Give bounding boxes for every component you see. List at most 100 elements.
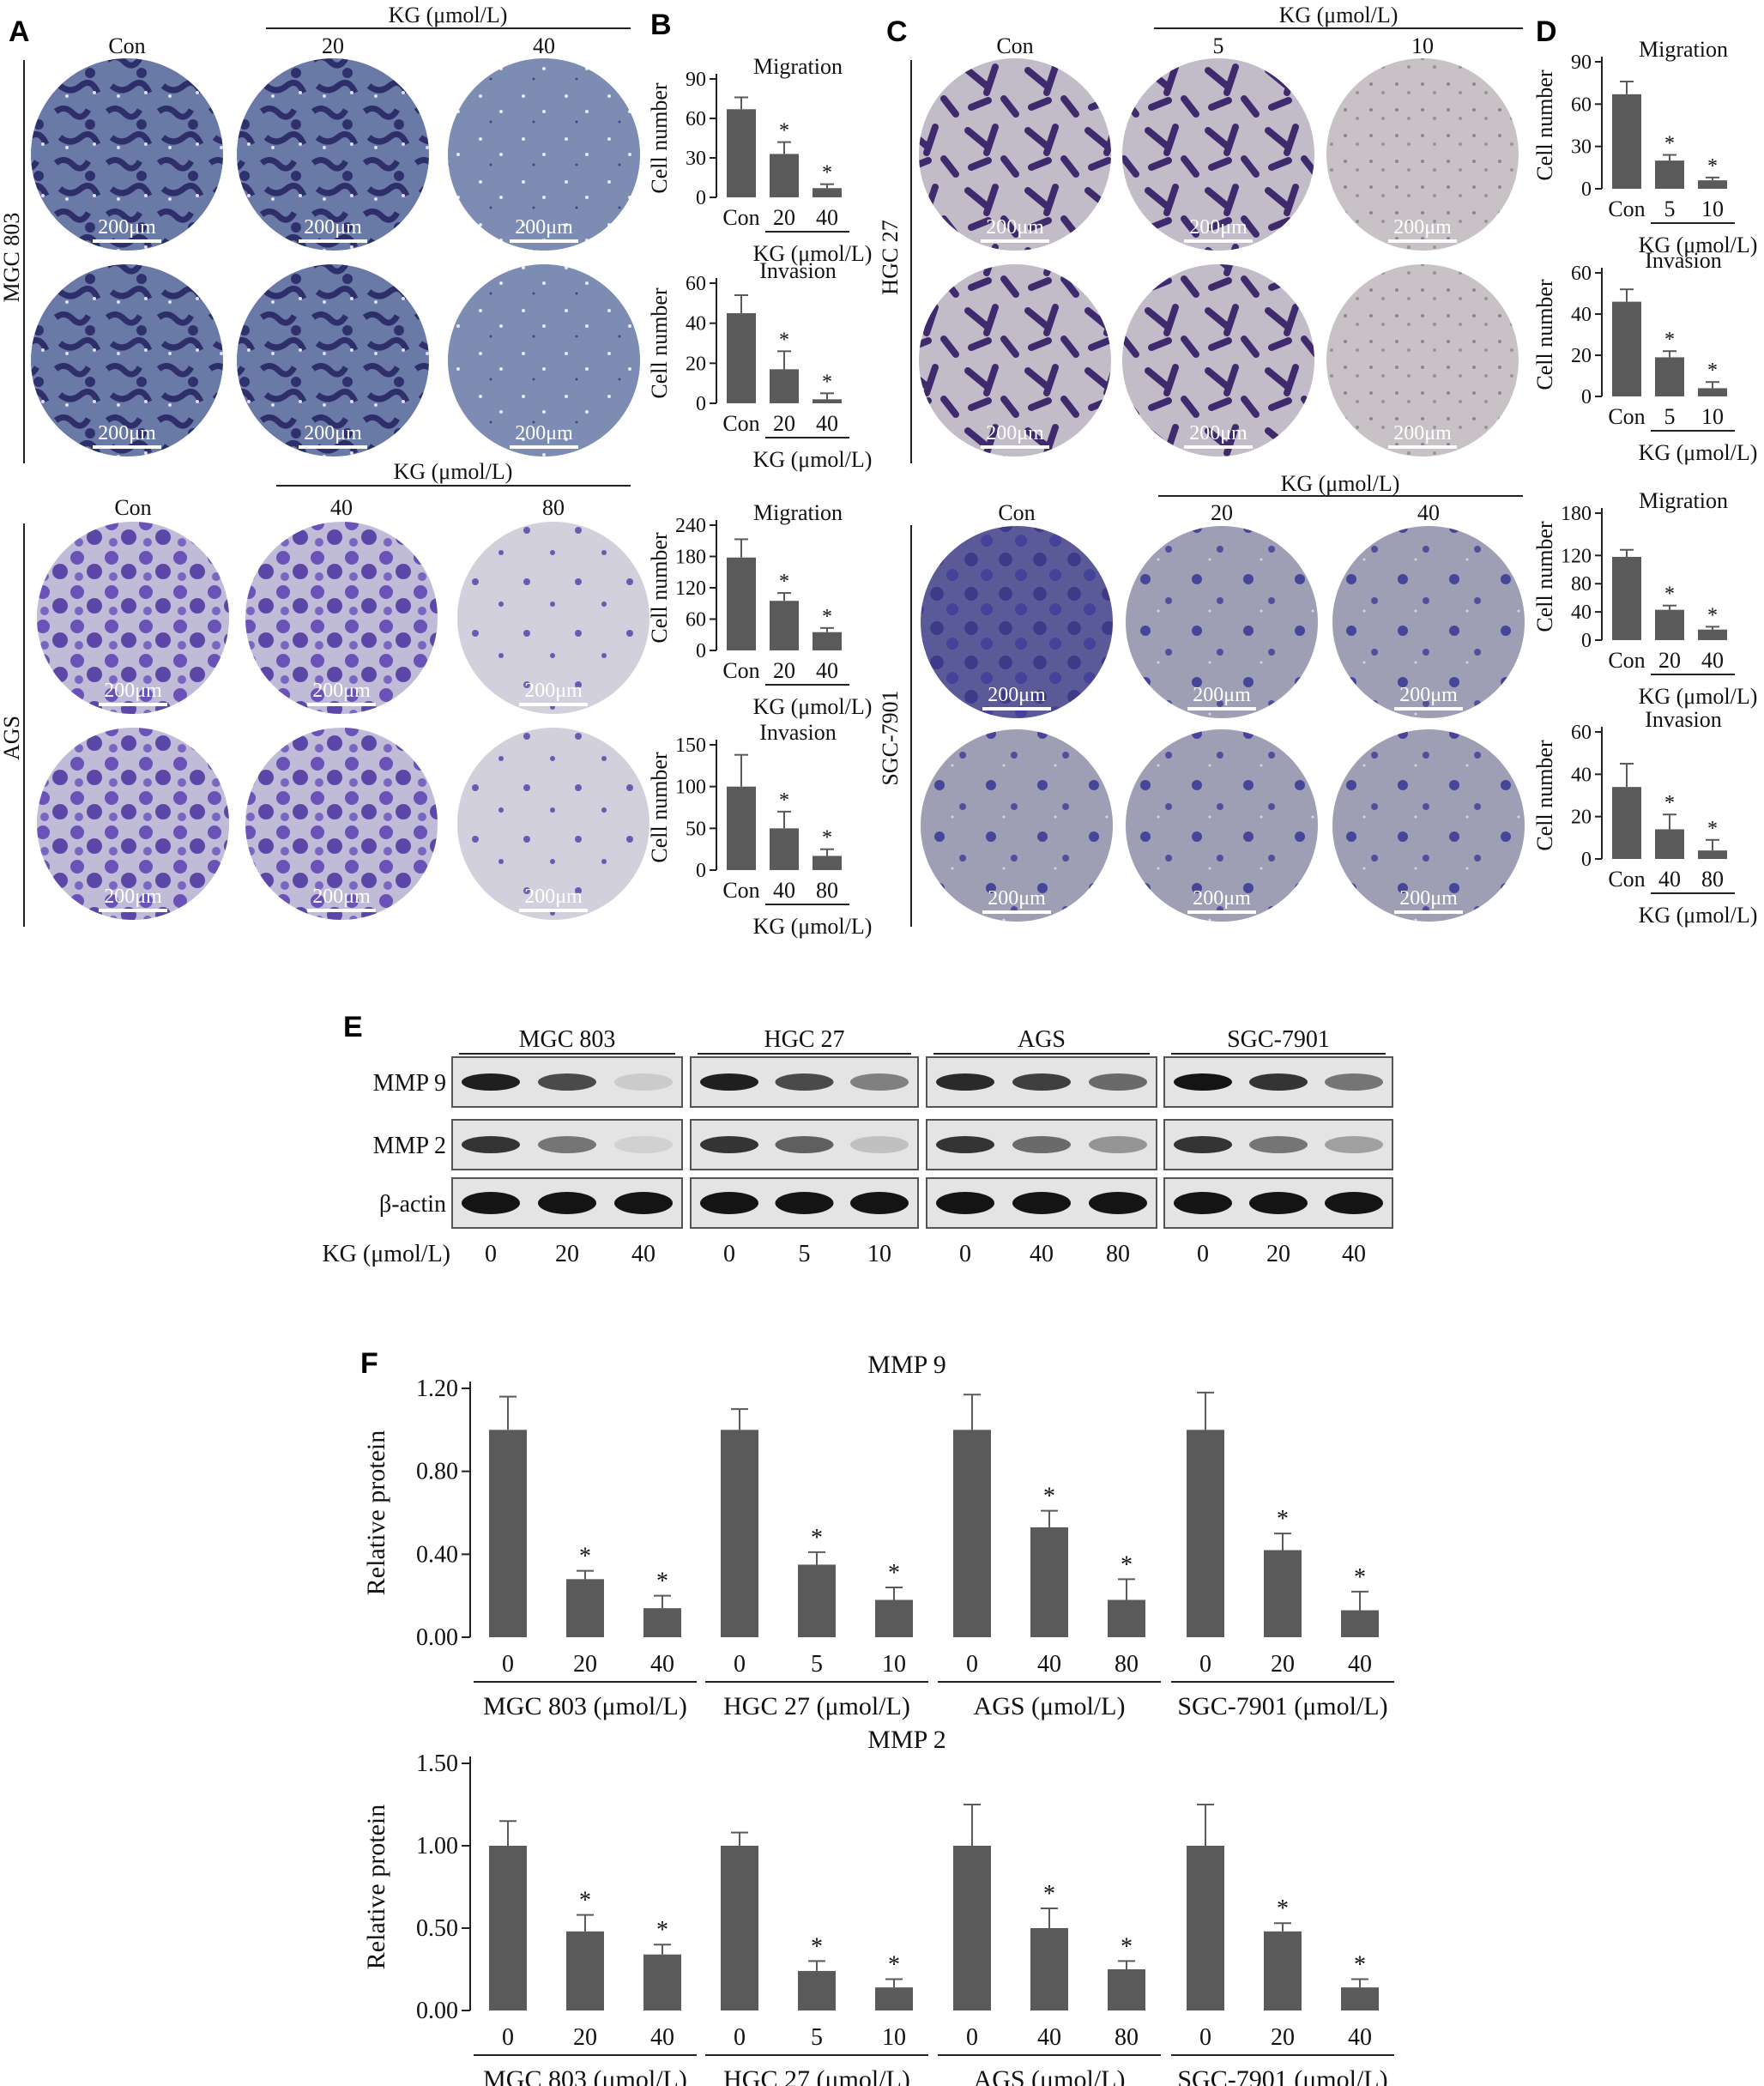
blot-cell-line-label: AGS (1018, 1026, 1066, 1053)
bar (727, 109, 756, 197)
blot-band (1325, 1073, 1383, 1091)
x-axis-label: KG (μmol/L) (1639, 440, 1758, 465)
x-tick-label: 80 (1115, 1651, 1139, 1678)
bar (770, 828, 799, 870)
x-tick-label: 40 (1348, 2024, 1372, 2051)
col-label: Con (114, 495, 151, 520)
scale-bar (307, 703, 376, 706)
x-tick-label: 40 (816, 411, 838, 436)
y-tick-label: 0 (696, 860, 706, 882)
cell-line-label: AGS (0, 716, 24, 760)
significance-star: * (1354, 1564, 1366, 1591)
bar (1655, 160, 1684, 189)
bar-chart-migration: 0 30 60 90 Cell number Migration Con * 20 * 40 KG (… (647, 54, 872, 266)
bar (1264, 1550, 1302, 1637)
bar (875, 1599, 913, 1637)
scale-bar-label: 200μm (515, 216, 573, 239)
x-tick-label: 20 (1271, 2024, 1295, 2051)
x-tick-label: 0 (734, 2024, 746, 2051)
y-tick-label: 60 (1571, 263, 1592, 285)
blot-band (1249, 1192, 1308, 1214)
col-label: 40 (533, 33, 555, 58)
micrograph (245, 522, 438, 714)
blot-row-label: MMP 9 (373, 1070, 446, 1097)
y-tick-label: 90 (1571, 51, 1592, 74)
y-axis-label: Cell number (1532, 70, 1557, 181)
bar (643, 1954, 681, 2010)
y-tick-label: 60 (1571, 722, 1592, 744)
x-tick-label: 0 (1199, 1651, 1211, 1678)
group-label: MGC 803 (μmol/L) (483, 1692, 687, 1720)
col-label: Con (108, 33, 145, 58)
scale-bar (1388, 445, 1457, 449)
scale-bar-label: 200μm (524, 886, 583, 908)
blot-cell-line-label: HGC 27 (764, 1026, 844, 1053)
chart-title: MMP 2 (867, 1726, 945, 1754)
dose-label: 40 (1030, 1241, 1054, 1267)
x-tick-label: 10 (1701, 404, 1724, 429)
bar (813, 632, 842, 650)
y-tick-label: 1.50 (416, 1750, 458, 1777)
col-label: Con (998, 500, 1035, 525)
x-tick-label: 0 (734, 1651, 746, 1678)
bar (1612, 301, 1641, 396)
chart-title: Migration (1639, 488, 1728, 513)
significance-star: * (1664, 583, 1675, 606)
scale-bar (510, 445, 578, 449)
micrograph (919, 264, 1111, 457)
scale-bar-label: 200μm (1189, 422, 1247, 444)
x-axis-label: KG (μmol/L) (1639, 684, 1758, 709)
x-tick-label: 20 (773, 411, 795, 436)
x-tick-label: 40 (1037, 1651, 1061, 1678)
panel-letter-e: E (343, 1011, 363, 1043)
x-tick-label: Con (722, 878, 759, 903)
blot-band (850, 1136, 909, 1153)
group-label: AGS (μmol/L) (974, 1692, 1126, 1720)
group-label: MGC 803 (μmol/L) (483, 2065, 687, 2086)
x-tick-label: 40 (1701, 648, 1724, 673)
scale-bar (1184, 445, 1253, 449)
blot-band (1174, 1192, 1232, 1214)
significance-star: * (1043, 1484, 1055, 1510)
scale-bar-label: 200μm (515, 422, 573, 444)
scale-bar-label: 200μm (98, 422, 156, 444)
y-tick-label: 40 (686, 313, 706, 336)
blot-band (700, 1192, 758, 1214)
micrograph (237, 58, 429, 251)
x-tick-label: 40 (1658, 867, 1681, 892)
bar-chart-invasion: 0 20 40 60 Cell number Invasion Con * 40 * 80 KG (μ… (1532, 707, 1757, 928)
panel-letter-a: A (9, 15, 30, 48)
bar (1612, 556, 1641, 640)
y-tick-label: 60 (686, 609, 706, 632)
kg-axis-label: KG (μmol/L) (322, 1241, 450, 1267)
micrograph (37, 522, 229, 714)
x-tick-label: 10 (882, 2024, 906, 2051)
bar (1698, 388, 1727, 396)
blot-band (775, 1192, 834, 1214)
scale-bar (99, 703, 167, 706)
scale-bars: 200μm 200μm 200μm 200μm 200μm 200μm 200μm 200μm… (93, 216, 1463, 914)
x-tick-label: 40 (816, 658, 838, 683)
blot-band (700, 1073, 758, 1091)
bar (489, 1846, 527, 2010)
col-label: 40 (330, 495, 353, 520)
bar (770, 369, 799, 403)
y-tick-label: 80 (1571, 573, 1592, 596)
blot-band (1249, 1136, 1308, 1153)
blot-band (462, 1192, 520, 1214)
y-tick-label: 150 (675, 735, 706, 757)
blot-band (775, 1073, 834, 1091)
blot-band (538, 1192, 596, 1214)
scale-bar-label: 200μm (1193, 887, 1251, 910)
col-label: Con (996, 33, 1033, 58)
y-tick-label: 180 (675, 547, 706, 569)
micrograph (31, 264, 223, 457)
blot-band (1012, 1136, 1071, 1153)
y-tick-label: 30 (1571, 136, 1592, 159)
scale-bar-label: 200μm (1393, 216, 1452, 239)
x-tick-label: 20 (1658, 648, 1681, 673)
significance-star: * (811, 1525, 823, 1551)
scale-bar-label: 200μm (988, 887, 1046, 910)
bar (1187, 1846, 1224, 2010)
y-axis-label: Cell number (1532, 279, 1557, 390)
